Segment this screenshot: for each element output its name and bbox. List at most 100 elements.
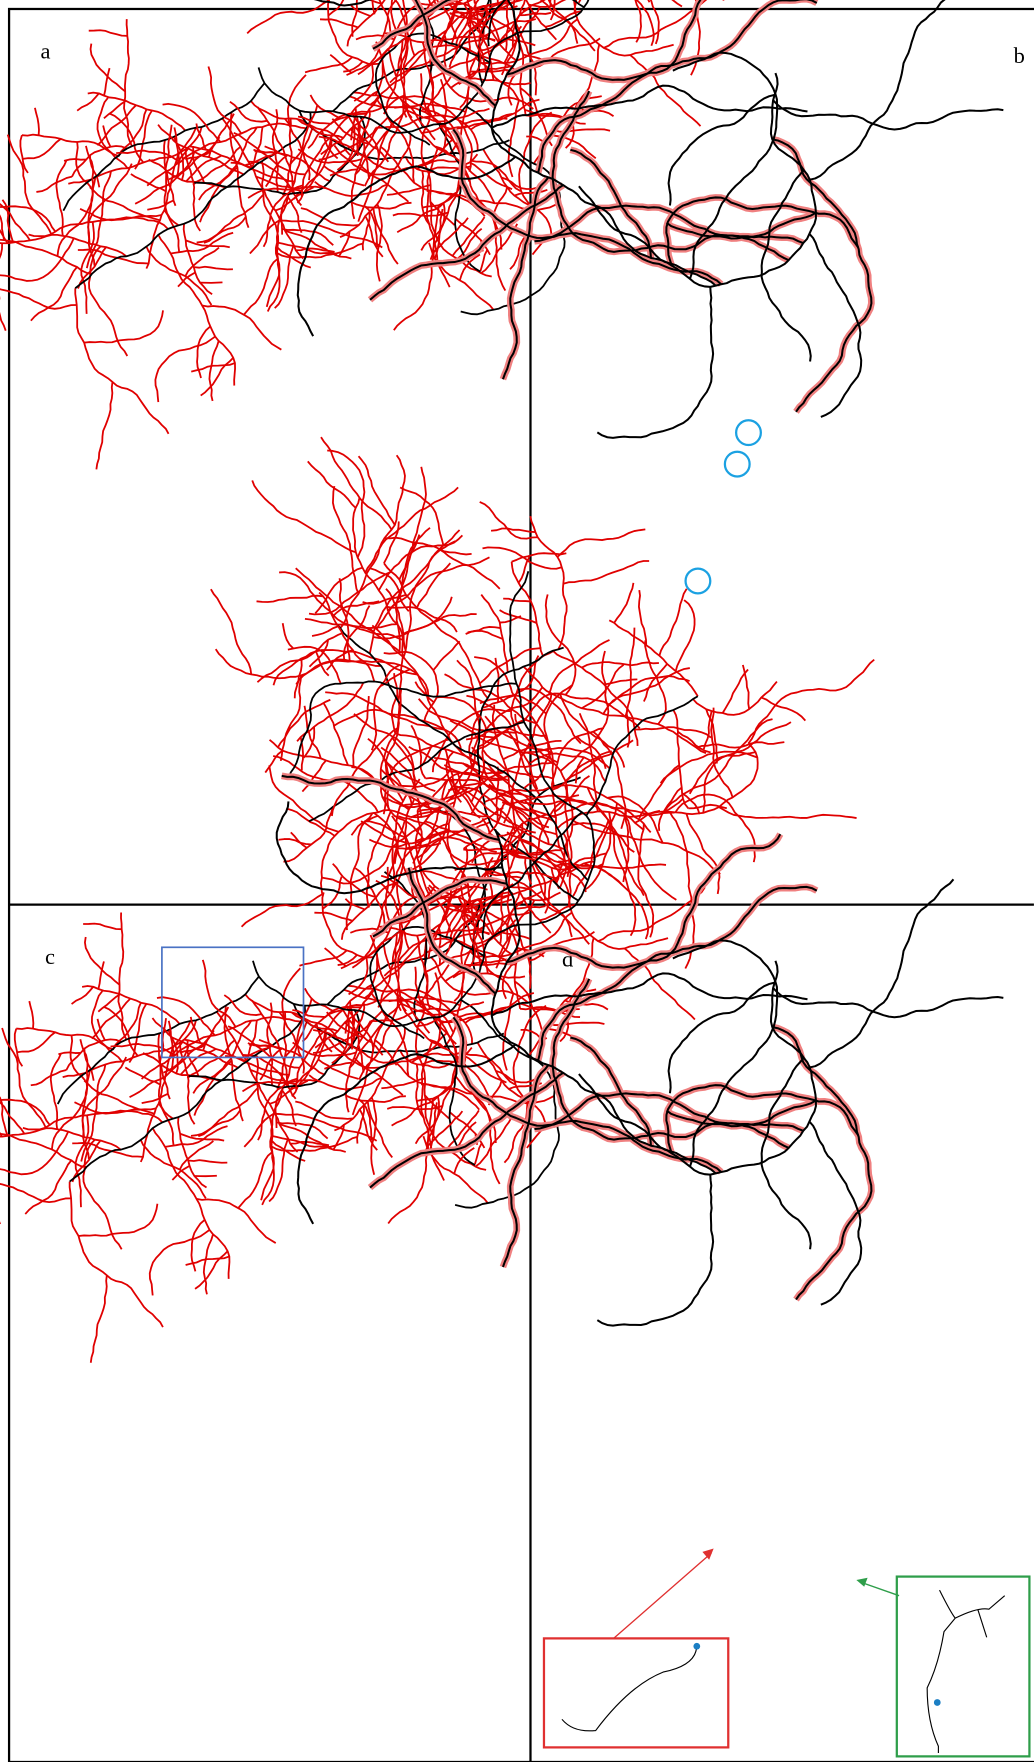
- river-segment: [0, 1182, 71, 1202]
- river-segment: [35, 108, 39, 136]
- river-segment: [17, 1032, 55, 1052]
- river-segment: [351, 5, 370, 16]
- river-segment: [471, 161, 521, 192]
- river-segment: [188, 1160, 227, 1163]
- river-segment: [89, 30, 128, 36]
- river-segment: [491, 528, 535, 532]
- river-segment: [761, 697, 805, 720]
- river-segment: [625, 628, 634, 717]
- river-segment: [197, 195, 264, 243]
- river-segment: [15, 1029, 23, 1067]
- river-segment: [333, 601, 380, 616]
- river-segment: [70, 1182, 163, 1328]
- river-segment: [23, 139, 61, 159]
- river-segment: [302, 1000, 377, 1041]
- river-segment: [92, 991, 122, 1061]
- river-segment: [538, 887, 817, 1061]
- river-segment: [353, 497, 403, 701]
- river-segment: [465, 1054, 515, 1085]
- river-segment: [85, 937, 120, 985]
- river-segment: [31, 267, 77, 321]
- river-segment: [83, 924, 122, 930]
- inset-box: [544, 1638, 728, 1747]
- river-segment: [216, 649, 381, 678]
- river-segment: [625, 816, 676, 900]
- river-segment: [305, 619, 403, 640]
- river-network: [0, 437, 874, 1363]
- river-segment: [308, 107, 383, 148]
- river-segment: [530, 516, 566, 649]
- river-segment: [312, 626, 338, 636]
- river-segment: [0, 186, 92, 274]
- river-segment: [639, 590, 646, 645]
- river-segment: [142, 1094, 168, 1103]
- river-segment: [659, 589, 686, 656]
- river-segment: [84, 310, 163, 342]
- river-segment: [773, 988, 1003, 1017]
- river-segment: [305, 57, 352, 72]
- river-segment: [0, 1128, 121, 1155]
- river-highlight: [538, 887, 817, 1061]
- arrow-head: [702, 1548, 713, 1559]
- river-segment: [25, 1160, 71, 1214]
- river-segment: [563, 561, 649, 584]
- river-segment: [97, 105, 136, 145]
- river-segment: [31, 1070, 67, 1085]
- river-segment: [433, 641, 459, 670]
- river-segment: [420, 804, 442, 899]
- river-segment: [723, 670, 748, 713]
- river-segment: [415, 682, 434, 703]
- river-segment: [290, 1142, 329, 1145]
- river-segment: [279, 1124, 345, 1152]
- river-segment: [627, 709, 630, 748]
- river-segment: [579, 0, 614, 3]
- river-segment: [125, 1067, 160, 1084]
- river-segment: [283, 623, 294, 648]
- river-segment: [58, 1052, 80, 1054]
- river-segment: [481, 595, 507, 673]
- river-segment: [557, 529, 645, 557]
- river-segment: [302, 760, 326, 791]
- river-segment: [118, 912, 126, 1039]
- river-segment: [238, 1152, 272, 1208]
- river-segment: [299, 950, 346, 965]
- river-segment: [244, 259, 278, 315]
- river-segment: [353, 696, 369, 766]
- river-segment: [96, 382, 112, 469]
- river-segment: [36, 177, 72, 192]
- river-segment: [772, 139, 871, 412]
- river-segment: [810, 879, 954, 1067]
- river-segment: [281, 675, 301, 761]
- river-segment: [203, 960, 236, 1027]
- river-segment: [607, 0, 654, 46]
- river-segment: [494, 187, 507, 212]
- river-segment: [703, 722, 791, 813]
- river-segment: [201, 358, 234, 396]
- arrow: [614, 1553, 712, 1638]
- river-segment: [347, 0, 404, 46]
- river-segment: [609, 620, 698, 696]
- river-segment: [597, 1175, 713, 1326]
- inset-point: [693, 1643, 700, 1650]
- river-segment: [147, 200, 173, 209]
- river-segment: [191, 1088, 258, 1136]
- river-segment: [773, 100, 1003, 129]
- river-segment: [194, 267, 233, 270]
- river-highlight: [538, 0, 817, 173]
- figure: a b c d: [0, 0, 1034, 1762]
- river-segment: [247, 1, 328, 33]
- river-segment: [257, 596, 324, 602]
- river-segment: [79, 1204, 158, 1236]
- river-segment: [296, 249, 335, 252]
- river-segment: [305, 988, 335, 1012]
- river-segment: [338, 955, 357, 965]
- river-segment: [310, 95, 340, 119]
- river-segment: [195, 1251, 228, 1289]
- river-segment: [88, 93, 185, 131]
- river-segment: [669, 983, 775, 1094]
- highlight-circle: [725, 452, 750, 477]
- river-segment: [171, 233, 233, 254]
- river-segment: [614, 583, 633, 623]
- river-segment: [242, 894, 323, 926]
- river-segment: [352, 202, 412, 208]
